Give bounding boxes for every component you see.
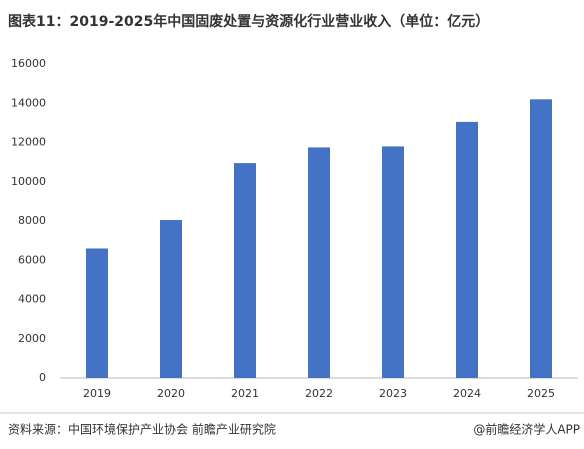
y-tick-label: 14000 [11,96,46,109]
x-tick-label: 2023 [379,387,407,400]
x-tick-label: 2024 [453,387,481,400]
chart-title: 图表11：2019-2025年中国固废处置与资源化行业营业收入（单位：亿元） [8,13,489,30]
bar [86,248,108,378]
bar [530,99,552,378]
bar [234,163,256,378]
y-tick-label: 8000 [18,214,46,227]
bar [308,147,330,378]
x-tick-label: 2020 [157,387,185,400]
bar [382,146,404,378]
x-tick-label: 2025 [527,387,555,400]
y-tick-label: 4000 [18,293,46,306]
source: 资料来源：中国环境保护产业协会 前瞻产业研究院 [8,422,276,437]
brand: @前瞻经济学人APP [473,422,580,437]
y-tick-label: 2000 [18,332,46,345]
x-tick-label: 2019 [83,387,111,400]
y-tick-label: 0 [39,371,46,384]
bar [160,220,182,378]
x-tick-label: 2021 [231,387,259,400]
y-tick-label: 12000 [11,136,46,149]
bar [456,121,478,379]
y-tick-label: 10000 [11,175,46,188]
x-tick-label: 2022 [305,387,333,400]
y-tick-label: 16000 [11,57,46,70]
y-tick-label: 6000 [18,253,46,266]
